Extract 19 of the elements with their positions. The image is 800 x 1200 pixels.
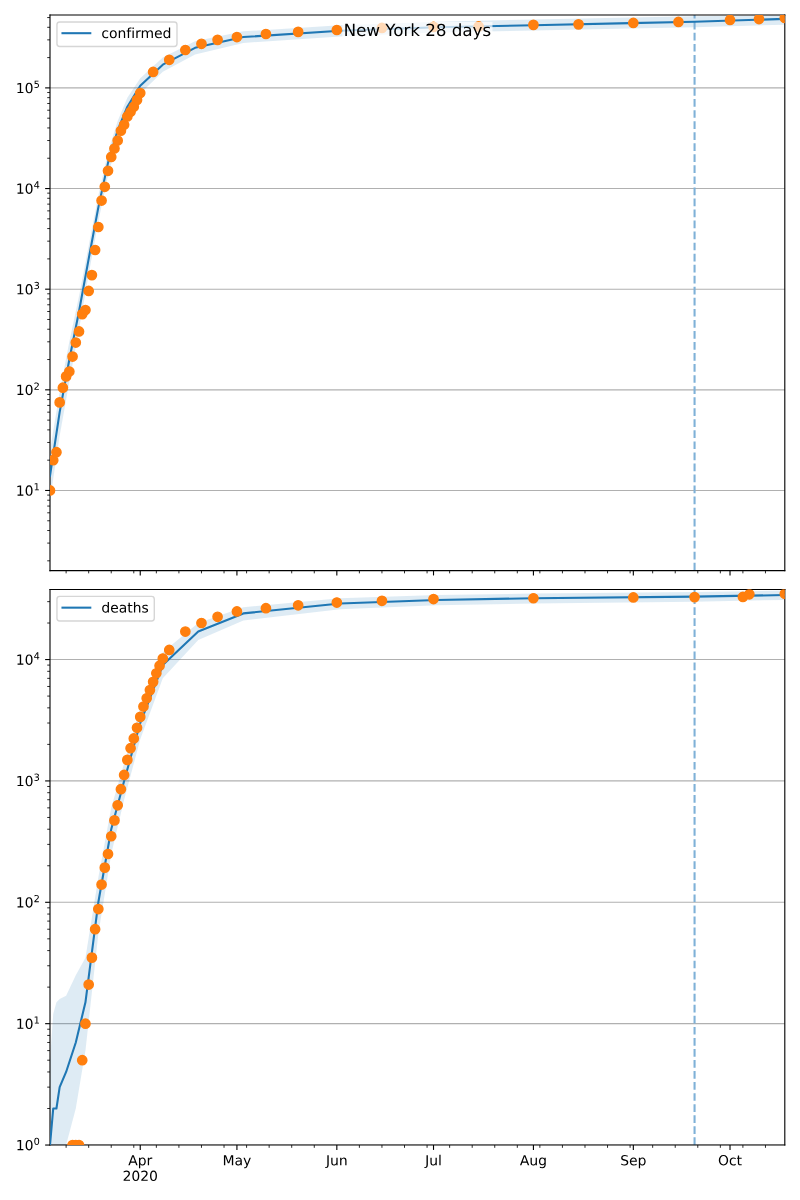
y-tick-label: 10$^{4}$ <box>17 181 40 194</box>
x-tick-label: Sep <box>621 1155 646 1169</box>
y-tick-label: 10$^{1}$ <box>17 1016 39 1030</box>
x-tick-label: Aug <box>519 1155 546 1169</box>
y-tick-label: 10$^{4}$ <box>17 652 40 665</box>
x-tick-label: May <box>223 1155 251 1169</box>
x-tick-label: Jun <box>325 1155 347 1169</box>
y-tick-label: 10$^{5}$ <box>17 80 39 94</box>
x-tick-label: Jul <box>424 1154 441 1169</box>
legend-label: confirmed <box>102 27 171 39</box>
x-tick-label: Oct <box>718 1155 742 1166</box>
y-tick-label: 10$^{3}$ <box>17 773 40 787</box>
chart-title: New York 28 days <box>345 23 491 40</box>
y-tick-label: 10$^{1}$ <box>17 483 39 496</box>
y-tick-label: 10$^{0}$ <box>17 1137 40 1151</box>
y-tick-label: 10$^{2}$ <box>17 894 39 908</box>
y-tick-label: 10$^{3}$ <box>17 281 40 295</box>
y-tick-label: 10$^{2}$ <box>17 382 39 396</box>
x-tick-label: Apr 2020 <box>123 1155 157 1182</box>
